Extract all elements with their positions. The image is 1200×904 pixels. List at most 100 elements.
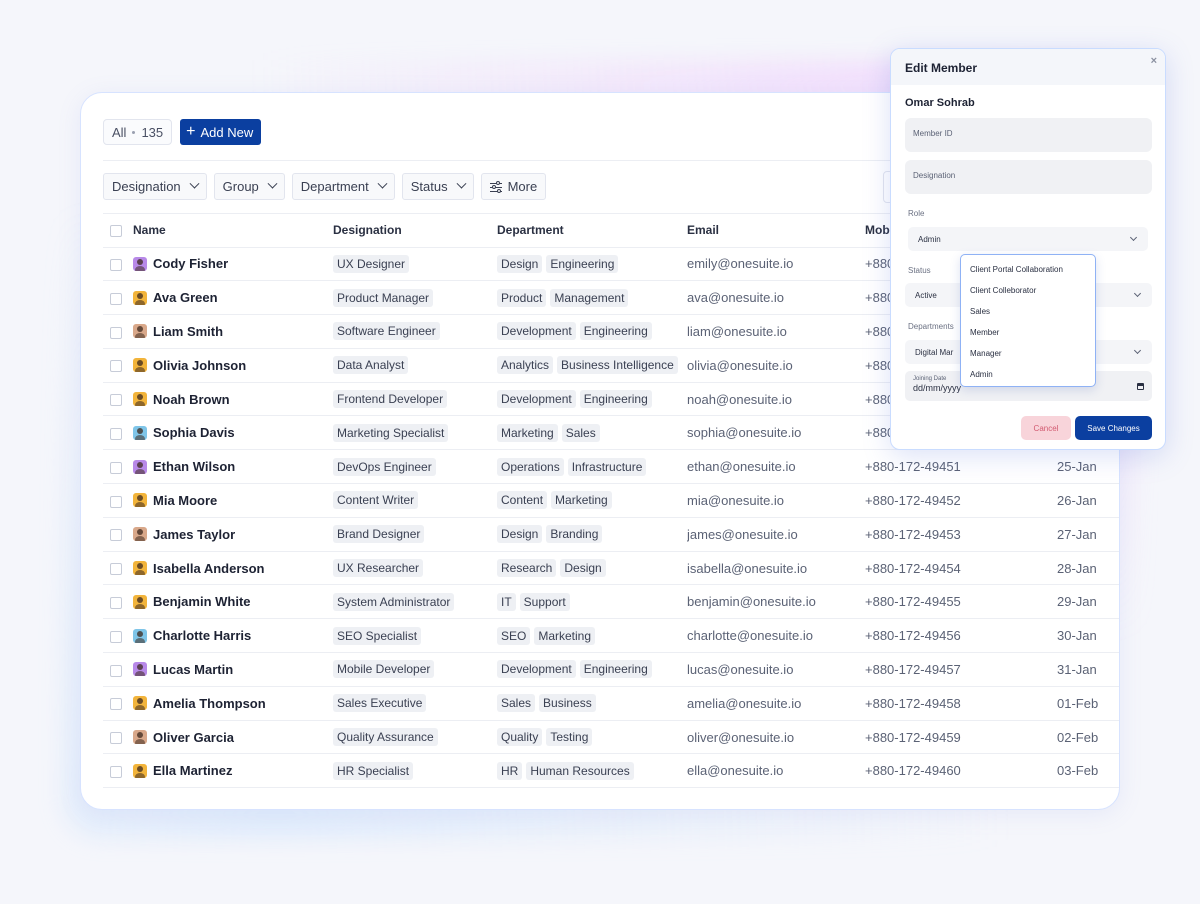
filter-label: Designation bbox=[112, 179, 181, 194]
table-row[interactable]: Mia Moore Content Writer Content Marketing m… bbox=[103, 483, 1119, 518]
filter-designation[interactable]: Designation bbox=[103, 173, 207, 200]
role-option[interactable]: Admin bbox=[970, 370, 993, 379]
all-count: 135 bbox=[141, 124, 164, 140]
department-cell: Research Design bbox=[497, 551, 687, 586]
row-checkbox[interactable] bbox=[110, 698, 122, 711]
role-select[interactable]: Admin bbox=[908, 227, 1148, 251]
row-checkbox[interactable] bbox=[110, 765, 122, 778]
row-checkbox[interactable] bbox=[110, 495, 122, 508]
member-cell: Mia Moore bbox=[133, 493, 333, 508]
edit-member-modal: Edit Member × Omar Sohrab Member ID Desi… bbox=[890, 48, 1166, 450]
avatar bbox=[133, 696, 147, 711]
table-row[interactable]: Amelia Thompson Sales Executive Sales Busin… bbox=[103, 686, 1119, 721]
calendar-icon[interactable] bbox=[1137, 383, 1144, 390]
row-checkbox[interactable] bbox=[110, 292, 122, 305]
email-cell: olivia@onesuite.io bbox=[687, 348, 865, 383]
department-tag: Research bbox=[497, 559, 557, 578]
department-cell: Design Branding bbox=[497, 517, 687, 552]
member-name[interactable]: Lucas Martin bbox=[153, 661, 234, 677]
member-name[interactable]: Ava Green bbox=[153, 290, 218, 306]
row-checkbox[interactable] bbox=[110, 258, 122, 271]
column-department[interactable]: Department bbox=[497, 214, 687, 248]
table-row[interactable]: Benjamin White System Administrator IT Supp… bbox=[103, 584, 1119, 620]
designation-field[interactable]: Designation bbox=[905, 160, 1152, 194]
table-row[interactable]: Ethan Wilson DevOps Engineer Operations Inf… bbox=[103, 449, 1119, 485]
member-name[interactable]: Ethan Wilson bbox=[153, 459, 236, 475]
member-name[interactable]: Ella Martinez bbox=[153, 763, 233, 779]
row-checkbox[interactable] bbox=[110, 664, 122, 677]
filter-label: Department bbox=[300, 179, 369, 194]
member-name[interactable]: Isabella Anderson bbox=[153, 560, 265, 576]
row-checkbox[interactable] bbox=[110, 394, 122, 407]
member-name[interactable]: Sophia Davis bbox=[153, 425, 235, 441]
department-tag: HR bbox=[497, 761, 523, 780]
department-cell: Development Engineering bbox=[497, 314, 687, 349]
member-name[interactable]: Olivia Johnson bbox=[153, 357, 247, 373]
select-all-checkbox[interactable] bbox=[110, 225, 122, 238]
department-cell: Marketing Sales bbox=[497, 415, 687, 451]
date-cell: 03-Feb bbox=[1057, 753, 1119, 789]
member-name[interactable]: Noah Brown bbox=[153, 391, 230, 407]
table-row[interactable]: Oliver Garcia Quality Assurance Quality Tes… bbox=[103, 720, 1119, 755]
filter-status[interactable]: Status bbox=[401, 173, 474, 200]
table-row[interactable]: Ella Martinez HR Specialist HR Human Resour… bbox=[103, 753, 1119, 789]
save-changes-button[interactable]: Save Changes bbox=[1075, 416, 1152, 440]
close-icon[interactable]: × bbox=[1150, 55, 1157, 67]
member-name[interactable]: Cody Fisher bbox=[153, 256, 229, 272]
column-designation[interactable]: Designation bbox=[333, 214, 497, 248]
table-row[interactable]: Isabella Anderson UX Researcher Research De… bbox=[103, 551, 1119, 586]
toolbar: All 135 + Add New bbox=[103, 119, 262, 145]
row-checkbox[interactable] bbox=[110, 630, 122, 643]
role-option[interactable]: Manager bbox=[970, 349, 1002, 358]
member-name[interactable]: Benjamin White bbox=[153, 594, 251, 610]
date-cell: 01-Feb bbox=[1057, 686, 1119, 721]
filter-group[interactable]: Group bbox=[213, 173, 285, 200]
row-checkbox[interactable] bbox=[110, 461, 122, 474]
member-name[interactable]: Charlotte Harris bbox=[153, 628, 252, 644]
row-checkbox[interactable] bbox=[110, 326, 122, 339]
role-option[interactable]: Sales bbox=[970, 307, 991, 316]
member-name[interactable]: Amelia Thompson bbox=[153, 695, 266, 711]
more-filters-button[interactable]: More bbox=[480, 173, 547, 200]
member-name[interactable]: Mia Moore bbox=[153, 492, 218, 508]
avatar bbox=[133, 425, 147, 440]
member-name[interactable]: James Taylor bbox=[153, 526, 236, 542]
row-checkbox[interactable] bbox=[110, 732, 122, 745]
member-id-field[interactable]: Member ID bbox=[905, 118, 1152, 152]
member-cell: Sophia Davis bbox=[133, 425, 333, 440]
chevron-down-icon bbox=[267, 178, 278, 189]
role-label: Role bbox=[908, 209, 925, 218]
member-cell: Ethan Wilson bbox=[133, 459, 333, 474]
add-new-button[interactable]: + Add New bbox=[180, 119, 262, 145]
email-cell: ava@onesuite.io bbox=[687, 280, 865, 316]
row-checkbox[interactable] bbox=[110, 563, 122, 576]
row-checkbox[interactable] bbox=[110, 427, 122, 440]
row-checkbox[interactable] bbox=[110, 360, 122, 373]
avatar bbox=[133, 290, 147, 305]
avatar bbox=[133, 730, 147, 745]
date-cell: 26-Jan bbox=[1057, 483, 1119, 518]
role-option[interactable]: Member bbox=[970, 328, 1000, 337]
row-checkbox[interactable] bbox=[110, 529, 122, 542]
table-row[interactable]: Charlotte Harris SEO Specialist SEO Marketi… bbox=[103, 618, 1119, 654]
filter-department[interactable]: Department bbox=[291, 173, 395, 200]
row-checkbox[interactable] bbox=[110, 596, 122, 609]
column-name[interactable]: Name bbox=[133, 214, 333, 248]
avatar bbox=[133, 493, 147, 508]
role-option[interactable]: Client Portal Collaboration bbox=[970, 265, 1063, 274]
joining-date-label: Joining Date bbox=[913, 376, 947, 382]
table-row[interactable]: Lucas Martin Mobile Developer Development E… bbox=[103, 652, 1119, 687]
cancel-button[interactable]: Cancel bbox=[1021, 416, 1071, 440]
member-name[interactable]: Liam Smith bbox=[153, 323, 224, 339]
mobile-cell: +880-172-49455 bbox=[865, 584, 1057, 620]
role-option[interactable]: Client Colleborator bbox=[970, 286, 1037, 295]
all-filter-chip[interactable]: All 135 bbox=[103, 119, 173, 145]
member-cell: Noah Brown bbox=[133, 392, 333, 407]
member-cell: James Taylor bbox=[133, 527, 333, 542]
designation-tag: Software Engineer bbox=[333, 322, 440, 341]
table-row[interactable]: James Taylor Brand Designer Design Branding… bbox=[103, 517, 1119, 552]
column-email[interactable]: Email bbox=[687, 214, 865, 248]
member-name[interactable]: Oliver Garcia bbox=[153, 729, 234, 745]
chevron-down-icon bbox=[456, 178, 467, 189]
member-cell: Benjamin White bbox=[133, 594, 333, 609]
